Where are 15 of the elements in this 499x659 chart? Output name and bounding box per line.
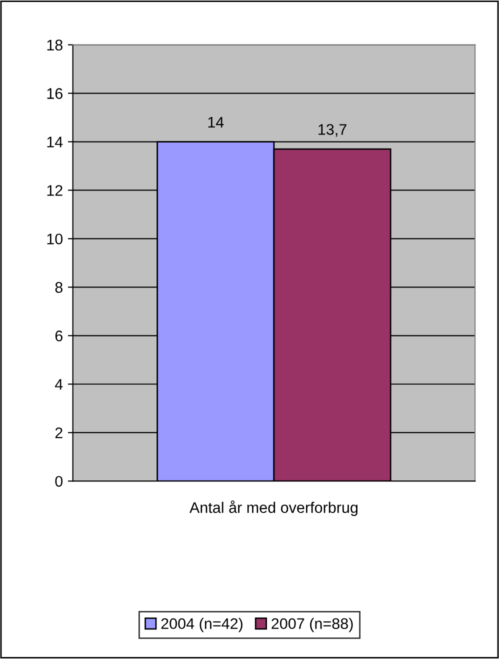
y-tick-label: 4: [54, 379, 63, 390]
data-label: 14: [208, 116, 224, 128]
y-tick-label: 12: [47, 185, 62, 196]
legend-label: 2004 (n=42): [161, 618, 242, 632]
y-tick-label: 2: [55, 427, 62, 438]
y-tick-label: 16: [47, 88, 62, 99]
y-tick-label: 18: [47, 40, 62, 50]
x-tick-label: Antal år med overforbrug: [189, 500, 358, 516]
y-tick-label: 10: [47, 234, 63, 244]
data-label: 13,7: [318, 124, 346, 137]
y-tick-label: 6: [55, 330, 62, 342]
y-tick-label: 8: [55, 282, 62, 293]
y-tick-label: 14: [47, 136, 63, 148]
y-tick-label: 0: [55, 476, 63, 487]
legend-label: 2007 (n=88): [272, 618, 353, 632]
